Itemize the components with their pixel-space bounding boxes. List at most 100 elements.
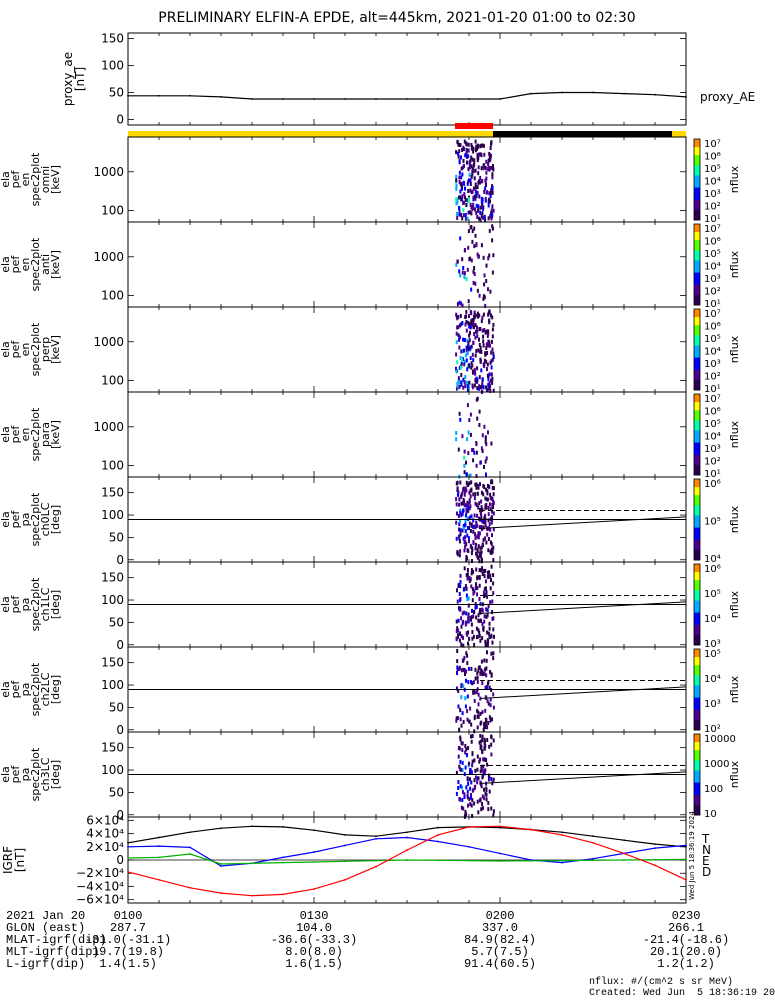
spectrogram-pixel xyxy=(466,572,469,577)
spectrogram-pixel xyxy=(455,791,458,796)
igrf-series-e-point xyxy=(158,856,160,859)
colorbar-segment xyxy=(694,651,700,654)
colorbar-segment xyxy=(694,408,700,411)
colorbar-segment xyxy=(694,323,700,326)
spectrogram-pixel xyxy=(481,622,484,626)
spectrogram-pixel xyxy=(492,322,495,327)
spectrogram-pixel xyxy=(477,207,480,212)
colorbar-segment xyxy=(694,209,700,213)
ylabel-line: pef xyxy=(9,255,22,274)
spectrogram-pixel xyxy=(464,384,467,389)
spectrogram-pixel xyxy=(460,382,463,387)
spectrogram-pixel xyxy=(458,638,461,643)
igrf-series-t xyxy=(127,825,687,848)
colorbar-tick-label: 10¹ xyxy=(704,384,721,395)
spectrogram-pixel xyxy=(471,318,474,322)
y-tick-label: 1000 xyxy=(93,165,124,179)
colorbar-segment xyxy=(694,549,700,553)
spectrogram-pixel xyxy=(491,486,494,490)
spectrogram-pixel xyxy=(465,141,468,146)
y-tick-label: −2×10⁴ xyxy=(76,866,124,880)
spectrogram-pixel xyxy=(476,586,479,590)
spectrogram-pixel xyxy=(465,542,468,547)
spectrogram-pixel xyxy=(461,741,464,746)
colorbar-segment xyxy=(694,481,700,484)
spectrogram-pixel xyxy=(459,784,462,789)
spectrogram-pixel xyxy=(458,175,461,180)
spectrogram-pixel xyxy=(475,442,478,447)
spectrogram-pixel xyxy=(461,148,464,152)
spectrogram-pixel xyxy=(484,708,487,713)
spectrogram-pixel xyxy=(492,511,495,516)
spectrogram-pixel xyxy=(479,711,482,716)
spectrogram-pixel xyxy=(467,536,470,541)
spectrogram-pixel xyxy=(478,293,481,298)
spectrogram-pixel xyxy=(468,498,471,503)
igrf-series-e-point xyxy=(189,853,191,855)
spectrogram-pixel xyxy=(476,158,479,163)
spectrogram-pixel xyxy=(487,777,490,782)
igrf-series-t-point xyxy=(406,831,408,834)
spectrogram-en_spec_omni xyxy=(455,139,495,223)
spectrogram-pixel xyxy=(474,194,477,199)
spectrogram-pixel xyxy=(490,634,493,639)
spectrogram-pixel xyxy=(460,684,463,689)
y-tick-label: 150 xyxy=(101,571,124,585)
spectrogram-pixel xyxy=(472,340,475,345)
igrf-series-d-point xyxy=(685,878,687,881)
spectrogram-pixel xyxy=(470,793,472,797)
colorbar-segment xyxy=(694,748,700,751)
colorbar-label: nflux xyxy=(728,675,741,703)
igrf-series-t-point xyxy=(220,827,222,830)
spectrogram-pixel xyxy=(491,226,494,231)
spectrogram-pixel xyxy=(471,752,474,757)
spectrogram-pixel xyxy=(492,486,495,491)
spectrogram-pixel xyxy=(466,363,469,368)
spectrogram-pixel xyxy=(481,211,484,216)
spectrogram-pixel xyxy=(490,372,493,377)
spectrogram-pixel xyxy=(488,522,491,527)
colorbar-frame xyxy=(693,563,701,646)
spectrogram-pixel xyxy=(479,554,482,559)
colorbar-segment xyxy=(694,547,700,551)
spectrogram-pixel xyxy=(455,770,458,775)
spectrogram-pixel xyxy=(491,357,494,362)
spectrogram-pixel xyxy=(465,669,468,674)
spectrogram-pixel xyxy=(474,323,477,328)
igrf-series-e xyxy=(127,853,687,865)
spectrogram-pixel xyxy=(468,521,471,526)
colorbar-segment xyxy=(694,511,700,514)
colorbar-tick-label: 10⁵ xyxy=(704,164,721,175)
spectrogram-pixel xyxy=(474,371,477,376)
spectrogram-pixel xyxy=(477,254,480,259)
spectrogram-pixel xyxy=(463,200,466,205)
spectrogram-pixel xyxy=(476,190,479,195)
colorbar-segment xyxy=(694,782,700,786)
spectrogram-pixel xyxy=(474,775,477,780)
spectrogram-pixel xyxy=(479,671,482,676)
spectrogram-en_spec_perp xyxy=(455,309,495,394)
spectrogram-pixel xyxy=(469,202,472,207)
spectrogram-pixel xyxy=(489,718,492,723)
spectrogram-pixel xyxy=(486,362,489,367)
colorbar-segment xyxy=(694,784,700,788)
colorbar-tick-label: 10⁵ xyxy=(704,419,721,430)
spectrogram-pixel xyxy=(490,806,493,811)
colorbar-segment xyxy=(694,778,700,782)
colorbar-segment xyxy=(694,422,700,425)
colorbar-segment xyxy=(694,568,700,571)
spectrogram-pixel xyxy=(491,186,494,191)
spectrogram-pixel xyxy=(460,741,463,745)
spectrogram-pixel xyxy=(488,158,491,163)
spectrogram-pa_ch0 xyxy=(455,479,495,564)
spectrogram-pixel xyxy=(457,633,459,638)
spectrogram-pixel xyxy=(468,500,471,505)
spectrogram-pixel xyxy=(491,190,494,195)
y-tick-label: 100 xyxy=(101,593,124,607)
proxy-ae-line-point xyxy=(189,94,191,97)
spectrogram-pixel xyxy=(467,210,470,215)
ylabel-line: pa xyxy=(19,513,32,527)
colorbar-segment xyxy=(694,396,700,399)
spectrogram-pixel xyxy=(462,536,465,541)
spectrogram-pixel xyxy=(466,338,469,343)
